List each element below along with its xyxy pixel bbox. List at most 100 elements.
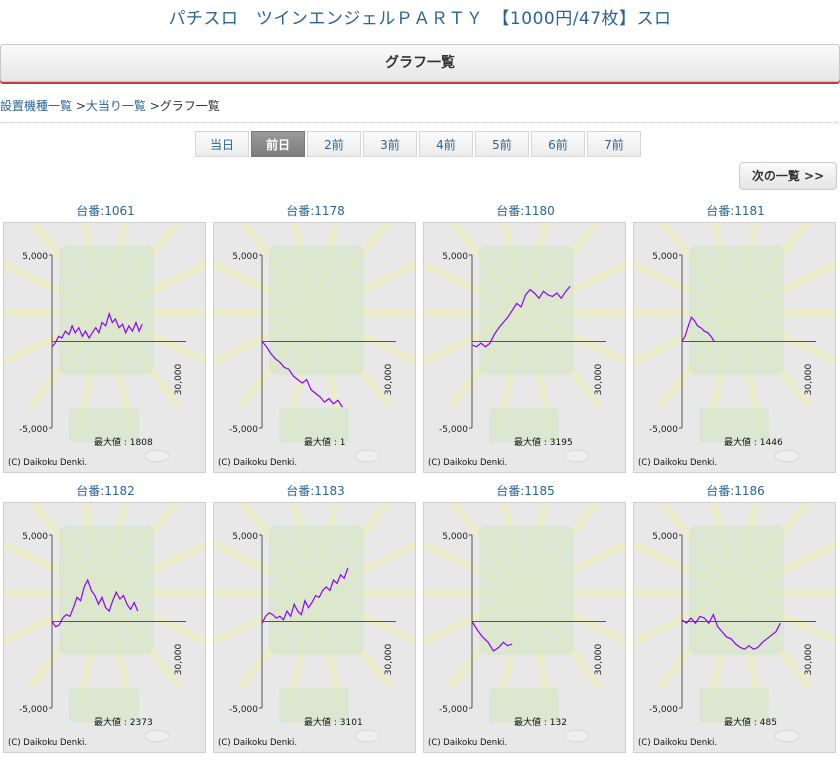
ray-shape xyxy=(101,312,136,431)
tray-shape xyxy=(69,688,139,723)
y-tick-label-bottom: -5,000 xyxy=(229,705,258,715)
ray-shape xyxy=(658,223,738,316)
machine-label[interactable]: 台番:1185 xyxy=(423,482,628,499)
graph-svg: 5,000 -5,000 30,000 最大値 : 3101 (C) Daikoku D… xyxy=(214,503,415,748)
ray-shape xyxy=(731,503,760,594)
ray-shape xyxy=(733,309,835,366)
ray-shape xyxy=(103,260,205,317)
graph-card[interactable]: 5,000 -5,000 30,000 最大値 : 3195 (C) Daikoku D… xyxy=(423,222,626,473)
ray-shape xyxy=(658,503,738,596)
graph-card[interactable]: 5,000 -5,000 30,000 最大値 : 1808 (C) Daikoku D… xyxy=(3,222,206,473)
copyright-text: (C) Daikoku Denki. xyxy=(638,458,717,468)
max-value-text: 最大値 : 3101 xyxy=(304,716,363,728)
max-value-prefix: 最大値 : xyxy=(304,716,340,728)
max-value-prefix: 最大値 : xyxy=(304,436,340,448)
machine-label[interactable]: 台番:1182 xyxy=(3,482,208,499)
ray-shape xyxy=(312,590,393,690)
machine-number: 1061 xyxy=(104,204,135,218)
ray-shape xyxy=(313,540,415,597)
medal-shape xyxy=(564,449,590,463)
graph-card[interactable]: 5,000 -5,000 30,000 最大値 : 132 (C) Daikoku De… xyxy=(423,502,626,753)
copyright-text: (C) Daikoku Denki. xyxy=(218,738,297,748)
tray-shape xyxy=(699,408,769,443)
breadcrumb-jackpot-list[interactable]: 大当り一覧 xyxy=(85,99,146,113)
max-value-text: 最大値 : 485 xyxy=(724,716,777,728)
tab-1[interactable]: 前日 xyxy=(251,131,305,157)
ray-shape xyxy=(238,223,318,316)
tab-7[interactable]: 7前 xyxy=(587,131,641,157)
ray-shape xyxy=(733,260,835,317)
background-illustration xyxy=(214,503,415,743)
ray-shape xyxy=(704,312,739,431)
ray-shape xyxy=(710,223,739,314)
machine-shape xyxy=(479,245,574,375)
ray-shape xyxy=(634,260,737,317)
ray-shape xyxy=(101,592,136,711)
machine-label-prefix: 台番: xyxy=(286,484,315,498)
x-axis-label: 30,000 xyxy=(384,363,394,395)
max-value-text: 最大値 : 1808 xyxy=(94,436,153,448)
ray-shape xyxy=(522,590,603,690)
graph-card[interactable]: 5,000 -5,000 30,000 最大値 : 3101 (C) Daikoku D… xyxy=(213,502,416,753)
payout-line xyxy=(261,341,343,408)
machine-shape xyxy=(479,525,574,655)
ray-shape xyxy=(312,310,393,410)
ray-shape xyxy=(731,223,760,314)
machine-label[interactable]: 台番:1178 xyxy=(213,202,418,219)
ray-shape xyxy=(424,589,527,646)
payout-line xyxy=(471,621,513,652)
background-illustration xyxy=(424,223,625,463)
machine-number: 1178 xyxy=(314,204,345,218)
tab-4[interactable]: 4前 xyxy=(419,131,473,157)
ray-shape xyxy=(214,589,317,646)
x-axis-label: 30,000 xyxy=(804,643,814,675)
ray-shape xyxy=(731,312,766,431)
breadcrumb-separator: > xyxy=(145,99,160,113)
next-list-button[interactable]: 次の一覧 >> xyxy=(739,162,837,190)
graph-card[interactable]: 5,000 -5,000 30,000 最大値 : 1446 (C) Daikoku D… xyxy=(633,222,836,473)
graph-card[interactable]: 5,000 -5,000 30,000 最大値 : 485 (C) Daikoku De… xyxy=(633,502,836,753)
ray-shape xyxy=(500,503,529,594)
graph-card[interactable]: 5,000 -5,000 30,000 最大値 : 1 (C) Daikoku Denk… xyxy=(213,222,416,473)
max-value-text: 最大値 : 2373 xyxy=(94,716,153,728)
machine-label[interactable]: 台番:1183 xyxy=(213,482,418,499)
tab-5[interactable]: 5前 xyxy=(475,131,529,157)
ray-shape xyxy=(290,503,319,594)
ray-shape xyxy=(102,503,182,596)
machine-label[interactable]: 台番:1061 xyxy=(3,202,208,219)
machine-label[interactable]: 台番:1186 xyxy=(633,482,838,499)
ray-shape xyxy=(731,592,766,711)
y-tick-label-bottom: -5,000 xyxy=(19,705,48,715)
tray-shape xyxy=(489,408,559,443)
ray-shape xyxy=(523,589,625,646)
ray-shape xyxy=(103,309,205,366)
tab-3[interactable]: 3前 xyxy=(363,131,417,157)
ray-shape xyxy=(290,223,319,314)
y-tick-label-top: 5,000 xyxy=(652,252,678,262)
section-title: グラフ一覧 xyxy=(385,55,455,71)
ray-shape xyxy=(101,223,130,314)
tab-2[interactable]: 2前 xyxy=(307,131,361,157)
breadcrumb-machine-list[interactable]: 設置機種一覧 xyxy=(0,99,73,113)
ray-shape xyxy=(521,312,556,431)
tab-6[interactable]: 6前 xyxy=(531,131,585,157)
ray-shape xyxy=(424,260,527,317)
graph-svg: 5,000 -5,000 30,000 最大値 : 1 (C) Daikoku Denk… xyxy=(214,223,415,468)
ray-shape xyxy=(27,310,108,410)
machine-label-prefix: 台番: xyxy=(706,484,735,498)
ray-shape xyxy=(311,592,346,711)
machine-label[interactable]: 台番:1181 xyxy=(633,202,838,219)
background-illustration xyxy=(634,503,835,743)
machine-label-prefix: 台番: xyxy=(496,484,525,498)
max-value: 2373 xyxy=(130,718,153,728)
machine-label-prefix: 台番: xyxy=(76,484,105,498)
graph-card[interactable]: 5,000 -5,000 30,000 最大値 : 2373 (C) Daikoku D… xyxy=(3,502,206,753)
max-value-text: 最大値 : 132 xyxy=(514,716,567,728)
ray-shape xyxy=(657,590,738,690)
machine-label[interactable]: 台番:1180 xyxy=(423,202,628,219)
tab-0[interactable]: 当日 xyxy=(195,131,249,157)
section-header: グラフ一覧 xyxy=(0,44,840,82)
graph-svg: 5,000 -5,000 30,000 最大値 : 132 (C) Daikoku De… xyxy=(424,503,625,748)
ray-shape xyxy=(657,310,738,410)
ray-shape xyxy=(80,223,109,314)
